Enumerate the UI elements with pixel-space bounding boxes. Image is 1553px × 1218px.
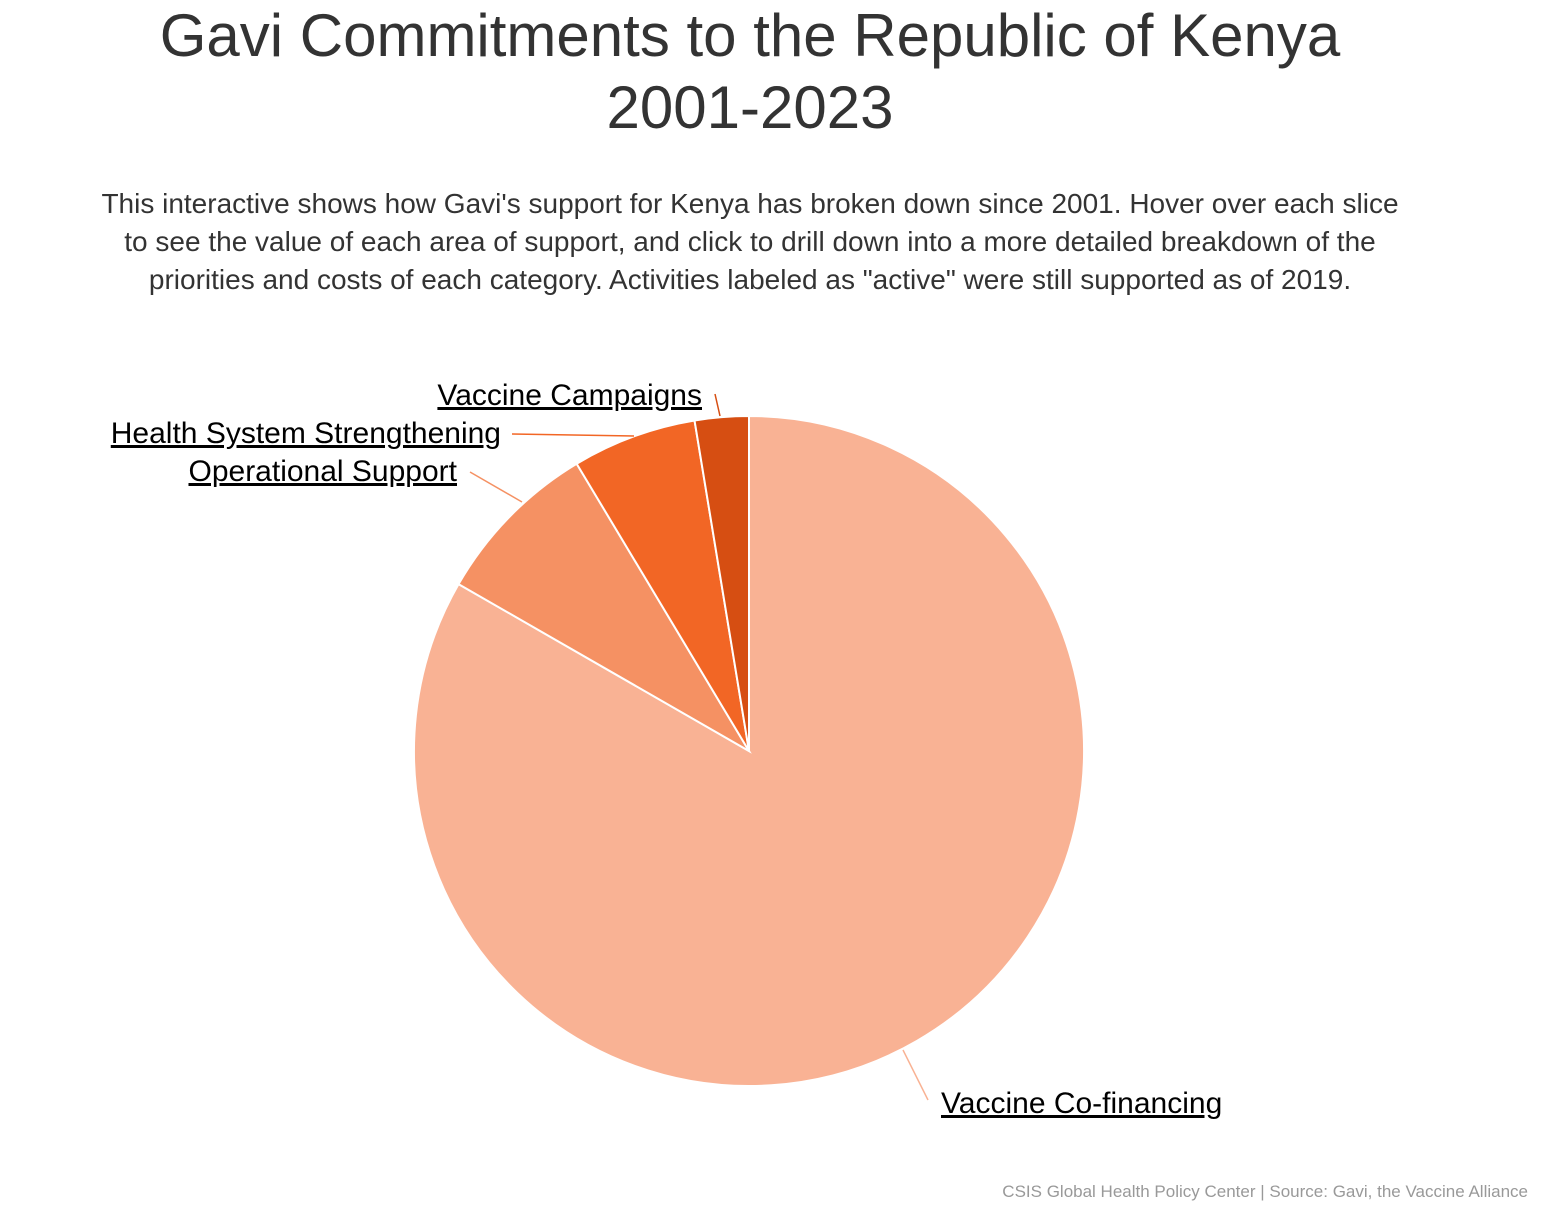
slice-label-vaccine-campaigns[interactable]: Vaccine Campaigns [437, 379, 702, 412]
pie-slice-operational-support[interactable] [457, 462, 752, 754]
chart-subtitle-line-1: This interactive shows how Gavi's suppor… [101, 188, 1399, 219]
label-connector-health-system-strengthening [511, 433, 635, 437]
label-connector-vaccine-campaigns [714, 393, 721, 417]
label-connector-operational-support [469, 471, 523, 503]
chart-title-line-2: 2001-2023 [606, 74, 894, 141]
source-credit: CSIS Global Health Policy Center | Sourc… [1002, 1182, 1528, 1201]
slice-labels: Vaccine Co-financing Operational Support H… [111, 379, 1223, 1120]
chart-title: Gavi Commitments to the Republic of Keny… [0, 0, 1500, 144]
chart-subtitle-line-3: priorities and costs of each category. A… [148, 264, 1352, 295]
slice-label-vaccine-co-financing[interactable]: Vaccine Co-financing [941, 1087, 1222, 1120]
chart-subtitle: This interactive shows how Gavi's suppor… [0, 185, 1500, 299]
slice-label-operational-support[interactable]: Operational Support [188, 455, 457, 488]
label-connector-vaccine-co-financing [902, 1049, 929, 1101]
chart-subtitle-line-2: to see the value of each area of support… [124, 226, 1376, 257]
label-connectors [469, 393, 929, 1101]
slice-label-health-system-strengthening[interactable]: Health System Strengthening [111, 417, 501, 450]
pie-slice-vaccine-campaigns[interactable] [693, 414, 750, 752]
chart-title-line-1: Gavi Commitments to the Republic of Keny… [159, 2, 1341, 69]
pie-slices [413, 414, 1085, 1087]
